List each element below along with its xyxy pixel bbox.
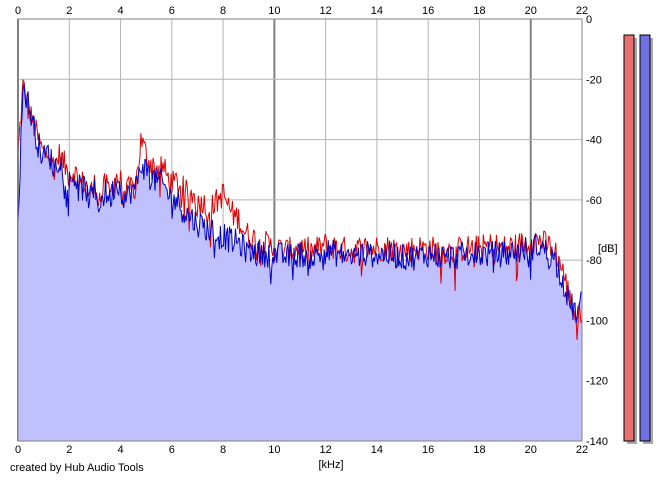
- x-tick-label-bottom-2: 2: [66, 444, 72, 456]
- x-tick-label-bottom-20: 20: [525, 444, 537, 456]
- x-tick-label-top-0: 0: [15, 5, 21, 17]
- level-meters: [623, 34, 653, 444]
- y-tick-label-120: -120: [586, 376, 608, 388]
- x-tick-label-bottom-14: 14: [371, 444, 383, 456]
- y-tick-label-100: -100: [586, 315, 608, 327]
- x-tick-label-bottom-0: 0: [15, 444, 21, 456]
- y-axis-label: [dB]: [598, 243, 618, 255]
- x-tick-label-top-18: 18: [473, 5, 485, 17]
- x-tick-label-bottom-6: 6: [169, 444, 175, 456]
- tick-label-layer: 002244668810101212141416161818202022220-…: [15, 5, 608, 456]
- y-tick-label-20: -20: [586, 74, 602, 86]
- x-tick-label-bottom-22: 22: [576, 444, 588, 456]
- x-tick-label-top-14: 14: [371, 5, 383, 17]
- x-tick-label-top-4: 4: [117, 5, 123, 17]
- x-tick-label-top-6: 6: [169, 5, 175, 17]
- level-meter-1: [639, 34, 651, 442]
- x-tick-label-top-2: 2: [66, 5, 72, 17]
- x-tick-label-bottom-18: 18: [473, 444, 485, 456]
- x-tick-label-top-20: 20: [525, 5, 537, 17]
- spectrum-area-fill: [18, 83, 582, 442]
- x-tick-label-top-16: 16: [422, 5, 434, 17]
- x-axis-label: [kHz]: [318, 459, 343, 471]
- y-tick-label-60: -60: [586, 195, 602, 207]
- y-tick-label-140: -140: [586, 436, 608, 448]
- y-tick-label-0: 0: [586, 14, 592, 26]
- x-tick-label-bottom-4: 4: [117, 444, 123, 456]
- y-tick-label-80: -80: [586, 255, 602, 267]
- x-tick-label-top-10: 10: [268, 5, 280, 17]
- series-line-1: [17, 83, 583, 324]
- level-meter-0: [623, 34, 635, 442]
- series-layer: [17, 78, 583, 340]
- y-tick-label-40: -40: [586, 135, 602, 147]
- x-tick-label-bottom-12: 12: [320, 444, 332, 456]
- plot-frame: [17, 18, 583, 442]
- x-tick-label-top-8: 8: [220, 5, 226, 17]
- x-tick-label-top-12: 12: [320, 5, 332, 17]
- x-tick-label-bottom-10: 10: [268, 444, 280, 456]
- x-tick-label-bottom-16: 16: [422, 444, 434, 456]
- x-tick-label-bottom-8: 8: [220, 444, 226, 456]
- credit-text: created by Hub Audio Tools: [10, 462, 144, 474]
- x-tick-label-top-22: 22: [576, 5, 588, 17]
